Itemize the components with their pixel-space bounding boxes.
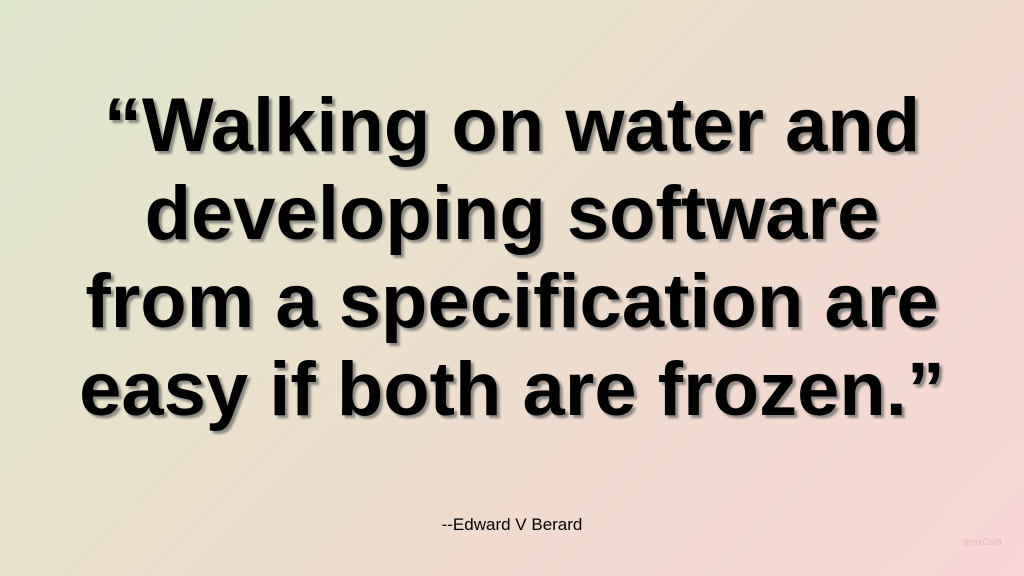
quote-line: developing software <box>144 171 880 256</box>
quote-line: “Walking on water and <box>103 83 921 168</box>
quote-line: easy if both are frozen.” <box>79 347 945 432</box>
quote-line: from a specification are <box>85 259 939 344</box>
quote-attribution: --Edward V Berard <box>441 515 583 534</box>
watermark: @nixCraft <box>961 537 1002 547</box>
quote-text: “Walking on water and developing softwar… <box>0 82 1024 434</box>
